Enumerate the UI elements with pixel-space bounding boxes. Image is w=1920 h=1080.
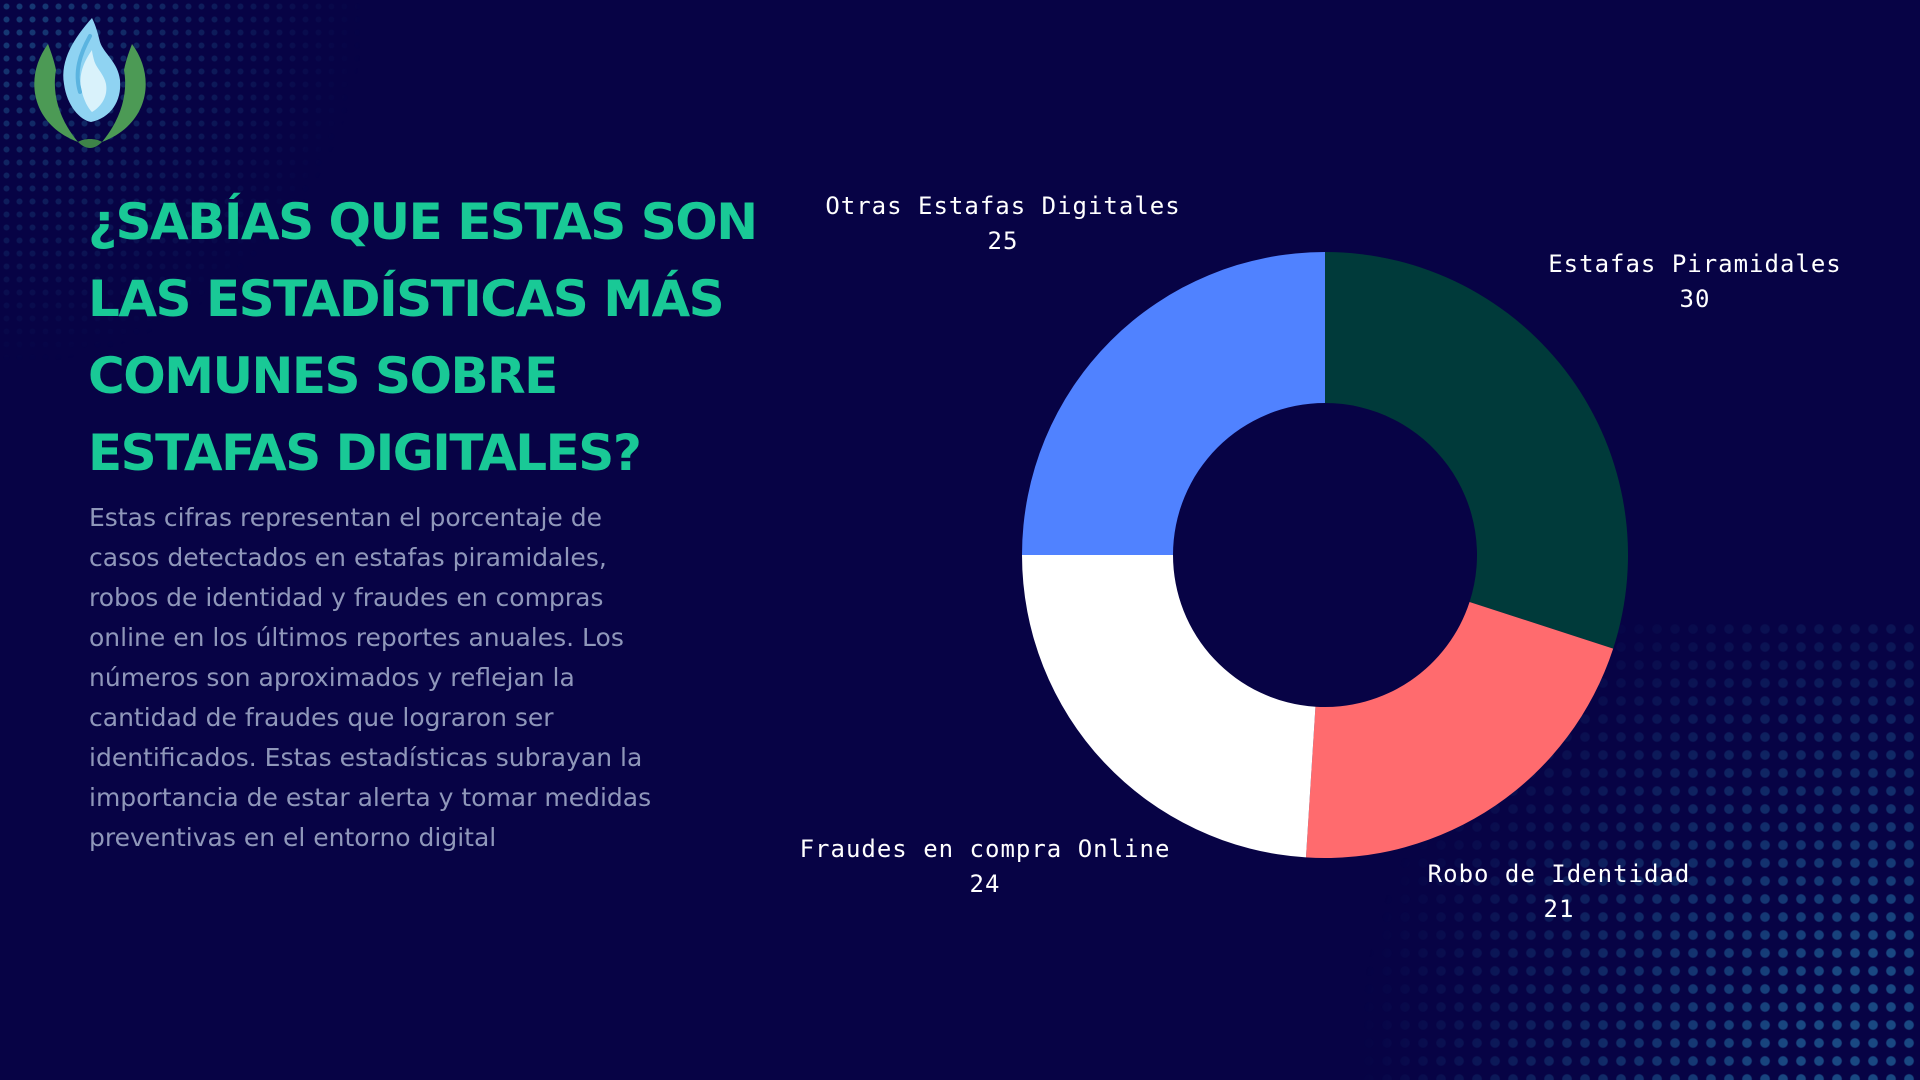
- slice-label-estafas-piramidales: Estafas Piramidales: [1548, 250, 1842, 278]
- slice-value-fraudes-en-compra-online: 24: [970, 870, 1001, 898]
- logo-flame-core: [75, 34, 92, 94]
- slice-label-otras-estafas-digitales: Otras Estafas Digitales: [825, 192, 1180, 220]
- chart-slices: [1022, 252, 1629, 858]
- lotus-flame-icon: [34, 18, 146, 148]
- logo-leaf-right: [102, 44, 146, 142]
- slice-value-otras-estafas-digitales: 25: [988, 227, 1019, 255]
- slice-value-robo-de-identidad: 21: [1544, 895, 1575, 923]
- slice-value-estafas-piramidales: 30: [1680, 285, 1711, 313]
- page-description: Estas cifras representan el porcentaje d…: [89, 503, 652, 852]
- logo-leaf-left: [34, 44, 78, 142]
- donut-slice-estafas-piramidales: [1325, 252, 1629, 649]
- chart-data-labels: Estafas Piramidales 30 Robo de Identidad 21…: [800, 192, 1842, 923]
- slice-label-robo-de-identidad: Robo de Identidad: [1428, 860, 1691, 888]
- donut-slice-robo-de-identidad: [1305, 601, 1614, 858]
- slice-label-fraudes-en-compra-online: Fraudes en compra Online: [800, 835, 1171, 863]
- logo-leaf-base: [78, 139, 102, 148]
- halftone-decoration-top-left: [0, 0, 360, 360]
- donut-slice-fraudes-en-compra-online: [1022, 555, 1316, 858]
- donut-slice-otras-estafas-digitales: [1022, 252, 1325, 555]
- logo-flame-inner: [80, 50, 107, 112]
- page-title: ¿Sabías que estas son las estadísticas m…: [88, 193, 758, 482]
